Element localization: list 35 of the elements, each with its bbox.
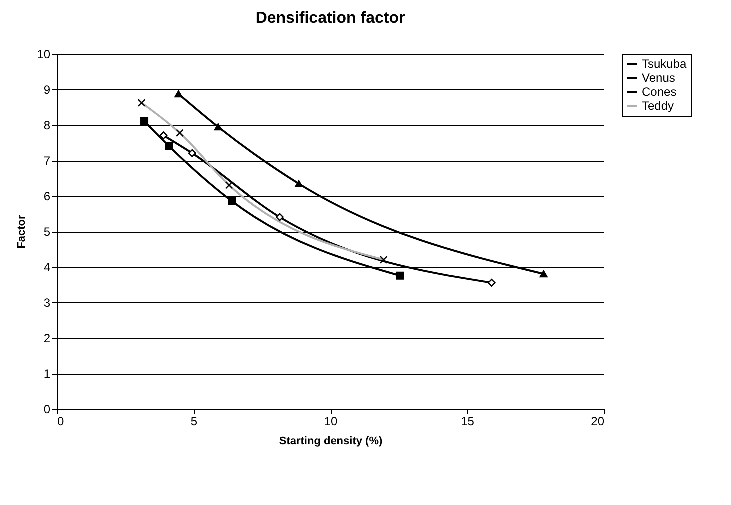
y-tick-label: 4 — [44, 260, 51, 274]
legend-label: Teddy — [642, 99, 674, 113]
x-tick-label: 20 — [591, 414, 605, 428]
point — [540, 270, 548, 278]
y-tick-label: 7 — [44, 154, 51, 168]
y-tick-label: 9 — [44, 83, 51, 97]
point — [295, 180, 304, 188]
point — [165, 142, 174, 150]
y-axis-title: Factor — [16, 214, 28, 249]
y-tick-label: 10 — [37, 48, 51, 62]
point — [396, 272, 404, 280]
y-tick-label: 3 — [44, 296, 51, 310]
x-tick-label: 15 — [461, 414, 475, 428]
point — [174, 90, 183, 98]
legend-label: Venus — [642, 71, 676, 85]
point — [276, 213, 284, 222]
x-tick-label: 5 — [190, 414, 198, 428]
y-tick-label: 5 — [44, 225, 51, 239]
y-tick-label: 8 — [44, 118, 51, 132]
x-tick-label: 10 — [324, 414, 338, 428]
x-axis-title: Starting density (%) — [279, 436, 383, 448]
legend-label: Tsukuba — [642, 57, 688, 71]
point — [488, 278, 496, 287]
point — [188, 149, 196, 158]
x-tick-label: 0 — [58, 414, 64, 428]
y-tick-label: 0 — [44, 402, 51, 416]
point — [140, 117, 149, 126]
legend-label: Cones — [642, 85, 677, 99]
y-tick-label: 1 — [44, 367, 51, 381]
point — [214, 124, 222, 131]
y-tick-label: 2 — [44, 332, 51, 346]
y-tick-label: 6 — [44, 190, 51, 204]
chart-title: Densification factor — [256, 10, 406, 27]
point — [160, 132, 168, 140]
point — [228, 197, 236, 206]
